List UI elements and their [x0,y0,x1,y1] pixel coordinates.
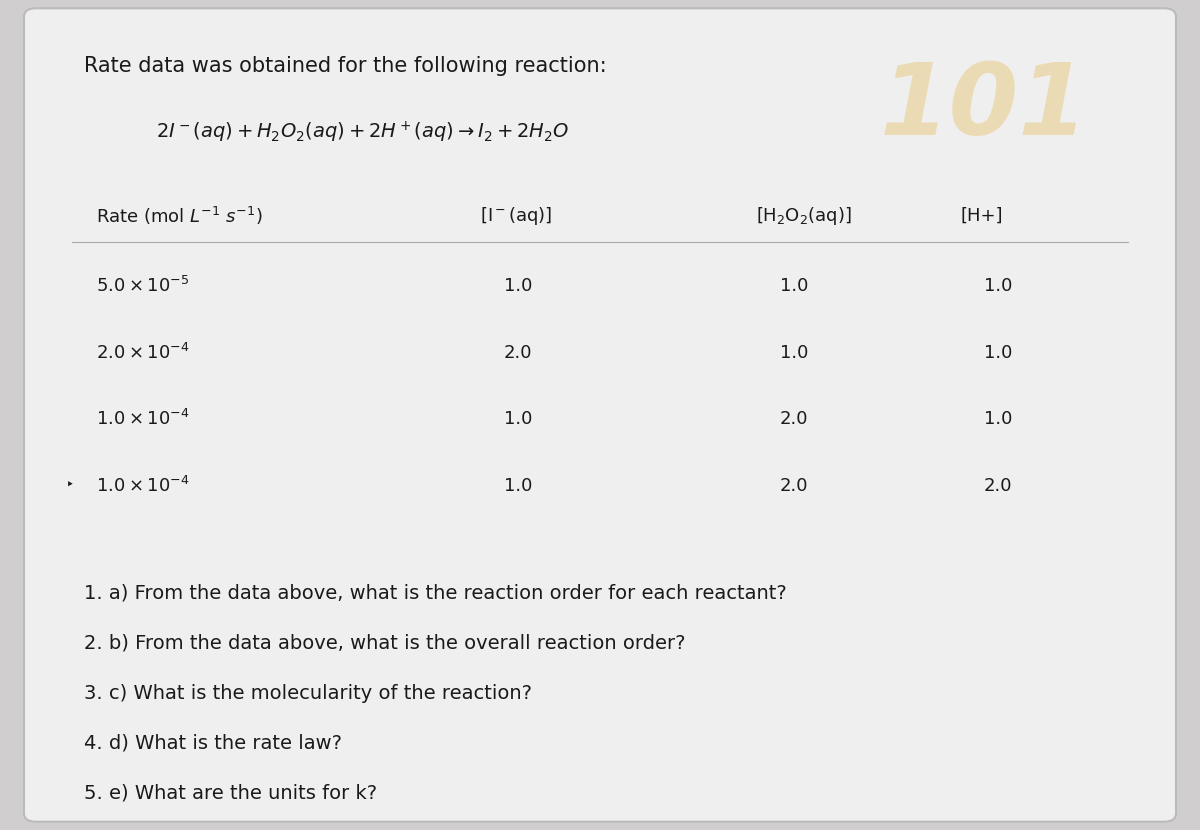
Text: 1.0: 1.0 [504,277,533,295]
Text: 2. b) From the data above, what is the overall reaction order?: 2. b) From the data above, what is the o… [84,634,685,652]
Text: [H$_2$O$_2$(aq)]: [H$_2$O$_2$(aq)] [756,205,852,227]
Text: 2.0: 2.0 [504,344,533,362]
Text: Rate (mol $L^{-1}$ $s^{-1}$): Rate (mol $L^{-1}$ $s^{-1}$) [96,205,263,227]
Text: $2.0 \times 10^{-4}$: $2.0 \times 10^{-4}$ [96,343,190,363]
Text: 2.0: 2.0 [780,476,809,495]
Text: 1.0: 1.0 [780,277,809,295]
Text: $1.0 \times 10^{-4}$: $1.0 \times 10^{-4}$ [96,409,190,429]
Text: 1. a) From the data above, what is the reaction order for each reactant?: 1. a) From the data above, what is the r… [84,584,787,603]
Text: 4. d) What is the rate law?: 4. d) What is the rate law? [84,734,342,752]
Text: $2I^-(aq) + H_2O_2(aq) + 2H^+(aq) \rightarrow I_2 + 2H_2O$: $2I^-(aq) + H_2O_2(aq) + 2H^+(aq) \right… [156,120,569,145]
Text: 1.0: 1.0 [504,410,533,428]
Text: 1.0: 1.0 [984,277,1013,295]
Text: $5.0 \times 10^{-5}$: $5.0 \times 10^{-5}$ [96,276,190,296]
Text: 3. c) What is the molecularity of the reaction?: 3. c) What is the molecularity of the re… [84,684,532,702]
Text: [I$^-$(aq)]: [I$^-$(aq)] [480,205,552,227]
Text: 2.0: 2.0 [984,476,1013,495]
Text: 1.0: 1.0 [504,476,533,495]
FancyBboxPatch shape [24,8,1176,822]
Text: 1.0: 1.0 [780,344,809,362]
Text: 5. e) What are the units for k?: 5. e) What are the units for k? [84,784,377,802]
Text: ‣: ‣ [66,479,74,492]
Text: 2.0: 2.0 [780,410,809,428]
Text: 1.0: 1.0 [984,410,1013,428]
Text: 1.0: 1.0 [984,344,1013,362]
Text: $1.0 \times 10^{-4}$: $1.0 \times 10^{-4}$ [96,476,190,496]
Text: Rate data was obtained for the following reaction:: Rate data was obtained for the following… [84,56,607,76]
Text: [H+]: [H+] [960,207,1002,225]
Text: 101: 101 [880,60,1088,156]
